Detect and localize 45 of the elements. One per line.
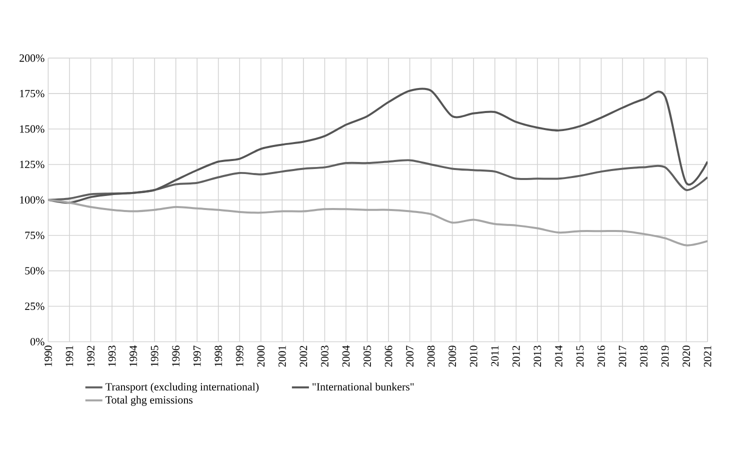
x-tick-label: 1997 [193, 346, 201, 366]
y-tick-label: 0% [30, 338, 44, 346]
x-tick-label: 2019 [661, 346, 669, 367]
x-tick-label: 1994 [130, 345, 137, 366]
x-tick-label: 2012 [512, 346, 520, 367]
x-tick-label: 1990 [44, 346, 52, 366]
x-tick-label: 1991 [66, 346, 74, 366]
x-tick-label: 1998 [214, 346, 222, 366]
x-tick-label: 2020 [682, 346, 690, 367]
line-series [48, 198, 708, 246]
legend-label: "International bunkers" [312, 382, 414, 391]
x-tick-label: 2018 [640, 346, 648, 367]
x-tick-label: 2008 [427, 346, 435, 367]
y-tick-label: 25% [25, 302, 44, 310]
y-tick-label: 75% [25, 232, 44, 240]
legend-label: Total ghg emissions [106, 396, 193, 406]
x-tick-label: 1996 [172, 346, 180, 366]
y-tick-label: 175% [20, 90, 44, 98]
x-tick-label: 1995 [150, 346, 158, 366]
x-tick-label: 1993 [108, 346, 116, 366]
y-tick-label: 125% [20, 160, 44, 168]
x-tick-label: 2004 [342, 345, 350, 367]
y-tick-label: 150% [20, 125, 44, 133]
x-tick-label: 2002 [300, 346, 308, 367]
x-tick-label: 2014 [554, 345, 562, 367]
x-tick-label: 2011 [491, 346, 499, 366]
x-tick-label: 1992 [87, 346, 94, 366]
x-tick-label: 2017 [618, 346, 626, 367]
y-tick-label: 200% [20, 54, 44, 62]
x-tick-label: 2015 [576, 346, 584, 367]
x-tick-label: 2021 [704, 346, 712, 367]
x-tick-label: 2010 [470, 346, 478, 367]
x-tick-label: 2001 [278, 346, 286, 367]
x-tick-label: 2016 [598, 346, 605, 367]
y-tick-label: 50% [25, 267, 44, 275]
x-tick-label: 2000 [257, 346, 265, 367]
x-tick-label: 2005 [364, 346, 371, 367]
x-tick-label: 1999 [236, 346, 244, 366]
legend-label: Transport (excluding international) [106, 382, 259, 393]
x-tick-label: 2006 [384, 346, 392, 367]
x-tick-label: 2007 [406, 346, 414, 367]
x-tick-label: 2013 [534, 346, 542, 367]
y-tick-label: 100% [20, 196, 44, 204]
x-tick-label: 2003 [321, 346, 328, 367]
x-tick-label: 2009 [448, 346, 456, 367]
